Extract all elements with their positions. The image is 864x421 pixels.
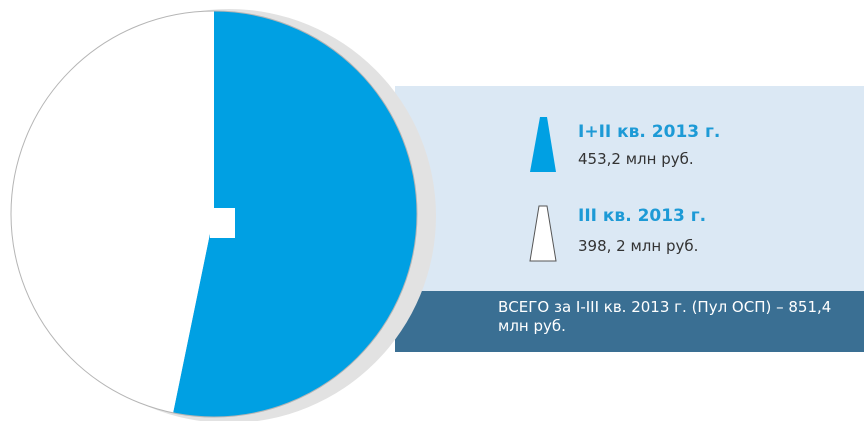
- legend-value-series2: 398, 2 млн руб.: [578, 237, 699, 255]
- legend-value-series1: 453,2 млн руб.: [578, 150, 694, 168]
- pie-notch: [210, 208, 235, 238]
- legend-label-series1: I+II кв. 2013 г.: [578, 122, 721, 142]
- pie-slice-1: [173, 10, 418, 417]
- total-band: [395, 291, 864, 352]
- pie-slice-2: [11, 11, 214, 413]
- legend-panel: [395, 86, 864, 291]
- legend-swatch-white-icon: [529, 205, 557, 262]
- legend-swatch-blue-icon: [530, 117, 556, 172]
- legend-label-series2: III кв. 2013 г.: [578, 206, 707, 226]
- total-label: ВСЕГО за I-III кв. 2013 г. (Пул ОСП) – 8…: [498, 298, 832, 335]
- pie-outline: [10, 10, 418, 418]
